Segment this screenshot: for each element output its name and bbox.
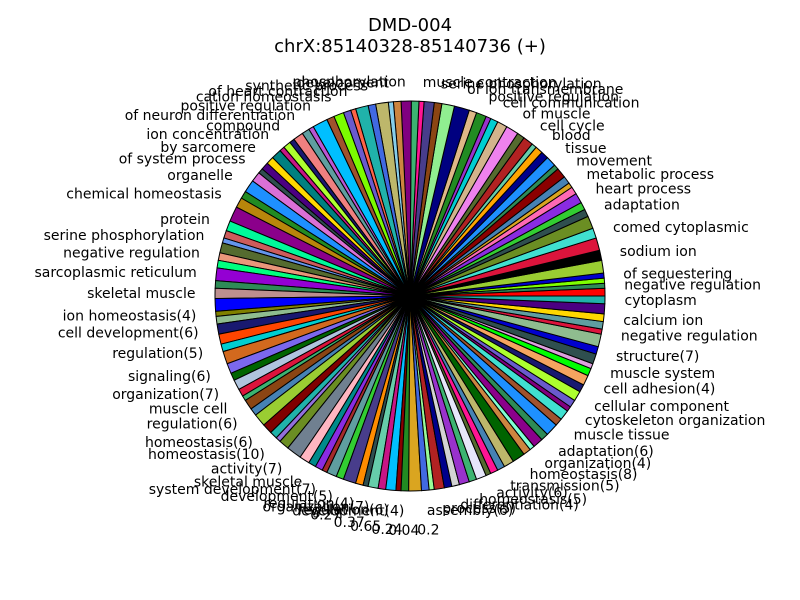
chart-title: DMD-004 chrX:85140328-85140736 (+) (274, 15, 546, 57)
slice-label: serine phosphorylation (44, 228, 205, 244)
slice-label: regulation(6) (147, 417, 238, 433)
slice-label: of muscle (523, 106, 591, 122)
slice-label: system development(7) (149, 482, 316, 498)
slice-label: of heart contraction (208, 84, 347, 100)
slice-label: organization(7) (263, 500, 370, 516)
slice-label: compound (206, 118, 280, 134)
slice-value-label: 0.37 (334, 515, 365, 531)
slice-label: negative regulation (621, 328, 758, 344)
slice-label: skeletal muscle (87, 286, 195, 302)
slice-label: differentiation(4) (460, 498, 579, 514)
slice-label: regulation(4) (263, 496, 354, 512)
slice-label: metabolic process (587, 167, 715, 183)
slice-label: muscle cell (149, 402, 228, 418)
slice-label: muscle system (610, 366, 715, 382)
slice-label: process(5) (442, 501, 516, 517)
chart-title-line-1: DMD-004 (368, 15, 452, 36)
slice-label: comed cytoplasmic (613, 220, 749, 236)
slice-label: adaptation(6) (558, 444, 654, 460)
slice-value-label: 0.04 (388, 523, 419, 539)
slice-label: movement (576, 154, 652, 170)
slice-label: of ion transmembrane (467, 82, 623, 98)
slice-label: positive regulation (181, 99, 311, 115)
slice-label: cytoskeleton organization (585, 413, 765, 429)
slice-label: cell development(6) (58, 326, 199, 342)
slice-label: ion concentration (146, 127, 269, 143)
slice-label: organelle (167, 168, 232, 184)
slice-label: heart process (596, 181, 692, 197)
slice-label: cellular component (594, 399, 729, 415)
slice-label: development(4) (292, 503, 404, 519)
slice-label: activity(6) (496, 485, 567, 501)
slice-label: phosphorylation (293, 75, 406, 91)
slice-label: homeostasis(6) (145, 435, 253, 451)
slice-label: homeostasis(5) (479, 492, 587, 508)
slice-label: transmission(5) (510, 479, 619, 495)
slice-label: serine phosphorylation (441, 77, 602, 93)
pie-value-labels: 0.270.370.650.240.040.2 (310, 507, 439, 539)
slice-label: cell adhesion(4) (603, 382, 715, 398)
slice-label: regulation(6) (298, 503, 389, 519)
chart-title-line-2: chrX:85140328-85140736 (+) (274, 36, 546, 57)
slice-label: negative regulation (624, 278, 761, 294)
slice-label: assembly(6) (427, 503, 513, 519)
slice-label: development (297, 76, 390, 92)
slice-value-label: 0.2 (417, 522, 439, 538)
slice-value-label: 0.65 (350, 519, 381, 535)
slice-label: of sequestering (623, 267, 732, 283)
slice-label: negative regulation (63, 246, 200, 262)
slice-label: cell cycle (540, 118, 605, 134)
slice-label: sodium ion (620, 244, 697, 260)
slice-label: by sarcomere (160, 140, 256, 156)
slice-label: muscle contraction (423, 75, 557, 91)
slice-label: development(5) (221, 489, 333, 505)
slice-value-label: 0.27 (310, 507, 341, 523)
slice-value-label: 0.24 (371, 522, 402, 538)
slice-label: structure(7) (616, 349, 699, 365)
slice-label: protein (160, 212, 210, 228)
slice-label: of neuron differentiation (125, 108, 295, 124)
slice-label: muscle tissue (574, 428, 670, 444)
slice-label: regulation(5) (112, 346, 203, 362)
slice-label: organization(4) (544, 456, 651, 472)
slice-label: signaling(6) (128, 369, 211, 385)
slice-label: cytoplasm (625, 293, 697, 309)
slice-label: positive regulation (489, 89, 619, 105)
pie-slice (409, 295, 606, 305)
slice-label: calcium ion (623, 313, 703, 329)
slice-label: blood (552, 128, 591, 144)
slice-label: cation homeostasis (196, 89, 332, 105)
slice-label: ion homeostasis(4) (63, 309, 197, 325)
slice-label: sarcoplasmic reticulum (34, 265, 196, 281)
slice-label: adaptation (604, 198, 680, 214)
slice-label: homeostasis(8) (530, 467, 638, 483)
slice-label: skeletal muscle (194, 475, 302, 491)
slice-label: chemical homeostasis (66, 186, 221, 202)
slice-label: homeostasis(10) (148, 447, 265, 463)
pie-slices (214, 100, 606, 492)
slice-label: activity(7) (211, 461, 282, 477)
slice-label: tissue (565, 141, 606, 157)
slice-label: organization(7) (112, 387, 219, 403)
slice-label: synthetic process (245, 79, 368, 95)
slice-label: of system process (119, 151, 246, 167)
slice-label: cell communication (503, 96, 640, 112)
